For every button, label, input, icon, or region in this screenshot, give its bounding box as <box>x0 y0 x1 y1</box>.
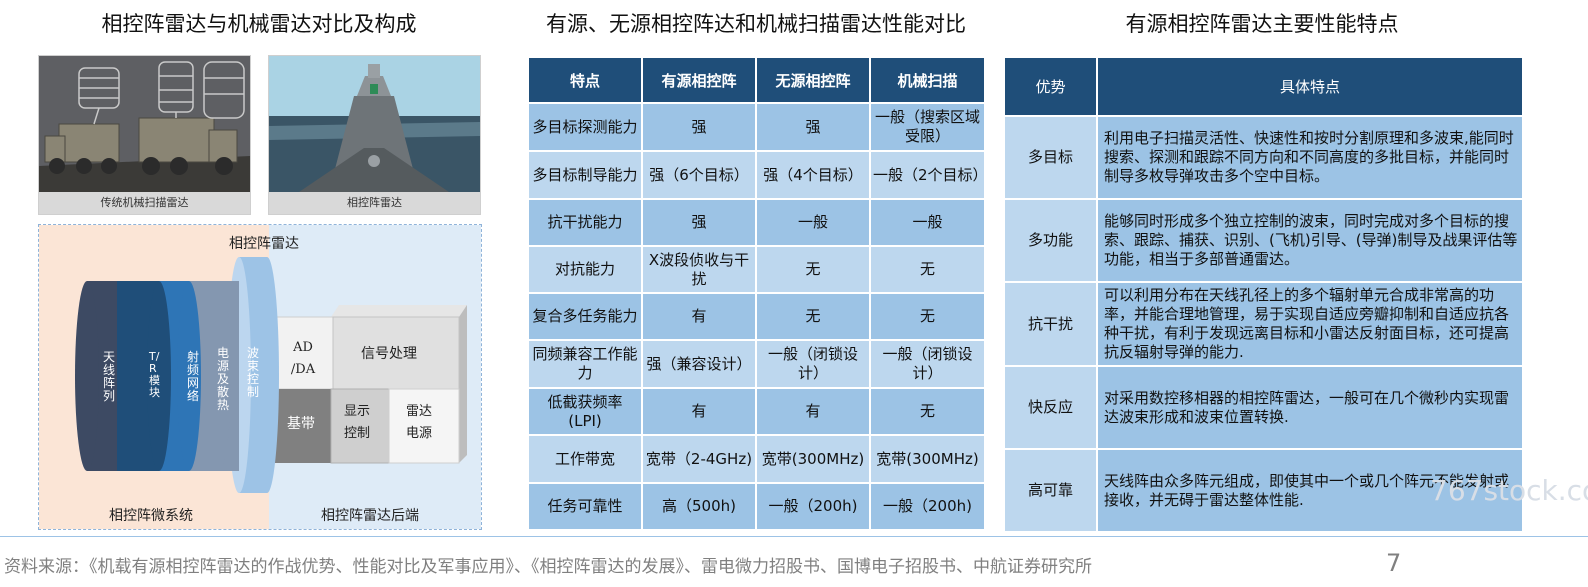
layer-antenna-array: 天线阵列 <box>103 350 116 403</box>
table-row: 抗干扰能力 强 一般 一般 <box>527 198 986 247</box>
table-cell: 无 <box>869 292 986 341</box>
layer-rf-network: 射频网络 <box>187 350 200 403</box>
feature-name: 多功能 <box>1003 198 1098 283</box>
table-row: 复合多任务能力 有 无 无 <box>527 292 986 341</box>
table-row: 快反应 对采用数控移相器的相控阵雷达，一般可在几个微秒内实现雷达波束形成和波束位… <box>1003 365 1524 450</box>
page-number: 7 <box>1386 549 1402 577</box>
table-cell: 一般（闭锁设计） <box>869 339 986 389</box>
layer-beam-control: 波束控制 <box>247 346 260 399</box>
feature-description: 能够同时形成多个独立控制的波束，同时完成对多个目标的搜索、跟踪、捕获、识别、(飞… <box>1096 198 1524 283</box>
feature-name: 多目标 <box>1003 115 1098 200</box>
table-cell: 无 <box>755 245 871 294</box>
middle-section-title: 有源、无源相控阵达和机械扫描雷达性能对比 <box>546 12 966 36</box>
table-cell: X波段侦收与干扰 <box>641 245 757 294</box>
table-cell: 工作带宽 <box>527 434 643 484</box>
feature-name: 抗干扰 <box>1003 281 1098 367</box>
box-display-control: 显示 控制 <box>343 404 370 441</box>
table-cell: 强 <box>641 198 757 247</box>
table-row: 任务可靠性 高（500h) 一般（200h) 一般（200h) <box>527 482 986 531</box>
table-cell: 复合多任务能力 <box>527 292 643 341</box>
table-cell: 有 <box>755 387 871 436</box>
table-cell: 强（兼容设计） <box>641 339 757 389</box>
table-cell: 无 <box>869 387 986 436</box>
layer-power-cooling: 电源及散热 <box>217 346 230 412</box>
phased-array-radar-photo: 相控阵雷达 <box>268 55 481 215</box>
table-row: 高可靠 天线阵由众多阵元组成，即使其中一个或几个阵元不能发射或接收，并无碍于雷达… <box>1003 448 1524 533</box>
table-cell: 抗干扰能力 <box>527 198 643 247</box>
box-radar-power: 雷达 电源 <box>405 404 432 441</box>
watermark: 767stock.com <box>1430 474 1588 507</box>
photo-caption-phased-array: 相控阵雷达 <box>269 192 480 214</box>
table-cell: 一般（2个目标） <box>869 150 988 200</box>
feature-description: 天线阵由众多阵元组成，即使其中一个或几个阵元不能发射或接收，并无碍于雷达整体性能… <box>1096 448 1524 533</box>
table-cell: 一般 <box>869 198 986 247</box>
box-ad-da: AD /DA <box>290 340 316 377</box>
left-section-title: 相控阵雷达与机械雷达对比及构成 <box>101 12 417 36</box>
table-cell: 对抗能力 <box>527 245 643 294</box>
table-cell: 高（500h) <box>641 482 757 531</box>
diagram-top-label: 相控阵雷达 <box>229 236 299 252</box>
table-cell: 一般（搜索区域受限） <box>869 102 986 152</box>
header-details: 具体特点 <box>1096 56 1524 117</box>
comparison-header-row: 特点 有源相控阵 无源相控阵 机械扫描 <box>527 56 986 104</box>
footer-divider <box>0 536 1588 537</box>
table-cell: 无 <box>869 245 986 294</box>
table-row: 多目标探测能力 强 强 一般（搜索区域受限） <box>527 102 986 152</box>
warship-radar-icon <box>269 56 480 192</box>
header-passive-phased: 无源相控阵 <box>755 56 871 104</box>
diagram-graphic <box>39 225 481 529</box>
table-cell: 同频兼容工作能力 <box>527 339 643 389</box>
diagram-backend-label: 相控阵雷达后端 <box>321 508 419 524</box>
table-cell: 任务可靠性 <box>527 482 643 531</box>
table-row: 抗干扰 可以利用分布在天线孔径上的多个辐射单元合成非常高的功率，并能合理地管理，… <box>1003 281 1524 367</box>
header-active-phased: 有源相控阵 <box>641 56 757 104</box>
table-row: 多功能 能够同时形成多个独立控制的波束，同时完成对多个目标的搜索、跟踪、捕获、识… <box>1003 198 1524 283</box>
feature-name: 高可靠 <box>1003 448 1098 533</box>
table-cell: 强 <box>641 102 757 152</box>
diagram-microsystem-label: 相控阵微系统 <box>109 508 193 524</box>
table-row: 多目标制导能力 强（6个目标） 强（4个目标） 一般（2个目标） <box>527 150 988 200</box>
table-cell: 无 <box>755 292 871 341</box>
feature-name: 快反应 <box>1003 365 1098 450</box>
table-cell: 宽带(300MHz) <box>869 434 986 484</box>
box-baseband: 基带 <box>287 416 315 432</box>
header-advantage: 优势 <box>1003 56 1098 117</box>
feature-description: 对采用数控移相器的相控阵雷达，一般可在几个微秒内实现雷达波束形成和波束位置转换. <box>1096 365 1524 450</box>
table-cell: 低截获频率(LPI) <box>527 387 643 436</box>
photo-caption-mechanical: 传统机械扫描雷达 <box>39 192 250 214</box>
table-cell: 多目标制导能力 <box>527 150 643 200</box>
table-cell: 一般（200h) <box>869 482 986 531</box>
military-trucks-radar-icon <box>39 56 250 192</box>
table-row: 同频兼容工作能力 强（兼容设计） 一般（闭锁设计） 一般（闭锁设计） <box>527 339 986 389</box>
phased-array-composition-diagram: 相控阵雷达 天线阵列 T/R 模块 射频网络 电源及散热 波束控制 AD /DA… <box>38 224 482 530</box>
table-cell: 强 <box>755 102 871 152</box>
table-row: 低截获频率(LPI) 有 有 无 <box>527 387 986 436</box>
header-mechanical: 机械扫描 <box>869 56 986 104</box>
features-header-row: 优势 具体特点 <box>1003 56 1524 117</box>
table-cell: 多目标探测能力 <box>527 102 643 152</box>
table-cell: 宽带(300MHz) <box>755 434 871 484</box>
table-row: 多目标 利用电子扫描灵活性、快速性和按时分割原理和多波束,能同时搜索、探测和跟踪… <box>1003 115 1524 200</box>
table-cell: 宽带（2-4GHz) <box>641 434 757 484</box>
radar-performance-comparison-table: 特点 有源相控阵 无源相控阵 机械扫描 多目标探测能力 强 强 一般（搜索区域受… <box>527 56 988 531</box>
table-row: 工作带宽 宽带（2-4GHz) 宽带(300MHz) 宽带(300MHz) <box>527 434 986 484</box>
mechanical-radar-photo: 传统机械扫描雷达 <box>38 55 251 215</box>
right-section-title: 有源相控阵雷达主要性能特点 <box>1125 12 1399 36</box>
table-cell: 一般（闭锁设计） <box>755 339 871 389</box>
table-cell: 一般 <box>755 198 871 247</box>
feature-description: 可以利用分布在天线孔径上的多个辐射单元合成非常高的功率，并能合理地管理，易于实现… <box>1096 281 1524 367</box>
table-cell: 有 <box>641 292 757 341</box>
box-signal-processing: 信号处理 <box>361 346 417 362</box>
table-cell: 一般（200h) <box>755 482 871 531</box>
feature-description: 利用电子扫描灵活性、快速性和按时分割原理和多波束,能同时搜索、探测和跟踪不同方向… <box>1096 115 1524 200</box>
header-feature: 特点 <box>527 56 643 104</box>
active-phased-array-features-table: 优势 具体特点 多目标 利用电子扫描灵活性、快速性和按时分割原理和多波束,能同时… <box>1003 56 1524 533</box>
table-cell: 强（6个目标） <box>641 150 757 200</box>
table-row: 对抗能力 X波段侦收与干扰 无 无 <box>527 245 986 294</box>
table-cell: 强（4个目标） <box>755 150 871 200</box>
layer-tr-module: T/R 模块 <box>149 350 160 399</box>
table-cell: 有 <box>641 387 757 436</box>
source-citation: 资料来源：《机载有源相控阵雷达的作战优势、性能对比及军事应用》、《相控阵雷达的发… <box>4 557 1092 577</box>
